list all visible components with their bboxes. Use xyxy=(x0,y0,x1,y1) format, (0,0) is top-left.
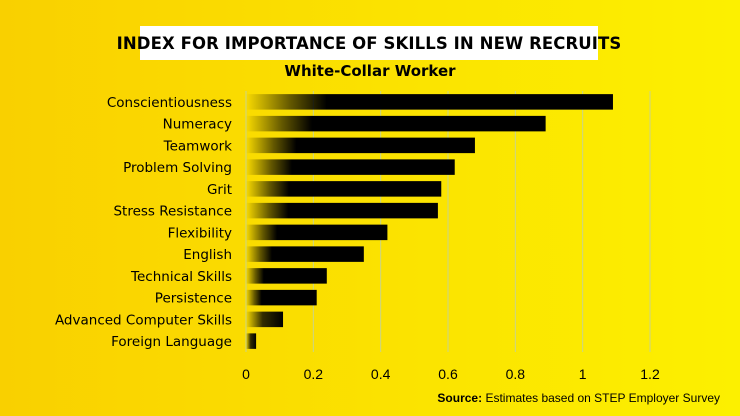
bar xyxy=(246,181,442,197)
x-tick-label: 0.2 xyxy=(304,366,324,382)
chart-subtitle: White-Collar Worker xyxy=(284,62,456,80)
x-tick-label: 1 xyxy=(579,366,587,382)
bar xyxy=(246,289,317,306)
bar xyxy=(246,311,284,328)
category-label: Persistence xyxy=(155,291,232,307)
bar xyxy=(246,115,546,132)
x-tick-label: 0.8 xyxy=(506,366,526,382)
category-label: Flexibility xyxy=(168,225,232,241)
source-text: Estimates based on STEP Employer Survey xyxy=(485,391,720,405)
bar xyxy=(246,246,364,262)
category-label: Grit xyxy=(207,182,232,198)
category-label: Teamwork xyxy=(163,138,233,154)
category-label: Foreign Language xyxy=(111,334,232,350)
chart-title: INDEX FOR IMPORTANCE OF SKILLS IN NEW RE… xyxy=(116,33,622,53)
source-note: Source: Estimates based on STEP Employer… xyxy=(437,391,720,405)
category-label: English xyxy=(183,247,232,263)
category-label: Stress Resistance xyxy=(113,204,232,220)
category-label: Problem Solving xyxy=(123,160,232,176)
category-label: Technical Skills xyxy=(130,269,232,285)
bar xyxy=(246,159,455,175)
bar xyxy=(246,224,388,241)
x-tick-label: 0 xyxy=(242,366,250,382)
bar xyxy=(246,202,438,219)
bar xyxy=(246,94,613,110)
category-label: Advanced Computer Skills xyxy=(55,312,232,328)
bar xyxy=(246,137,475,154)
title-box: INDEX FOR IMPORTANCE OF SKILLS IN NEW RE… xyxy=(117,26,621,60)
bar xyxy=(246,268,327,284)
x-tick-label: 0.4 xyxy=(371,366,391,382)
source-label: Source: xyxy=(437,391,483,405)
x-tick-label: 0.6 xyxy=(438,366,458,382)
category-label: Numeracy xyxy=(163,117,232,133)
bar xyxy=(246,333,257,349)
x-tick-label: 1.2 xyxy=(640,366,660,382)
category-label: Conscientiousness xyxy=(107,95,232,111)
